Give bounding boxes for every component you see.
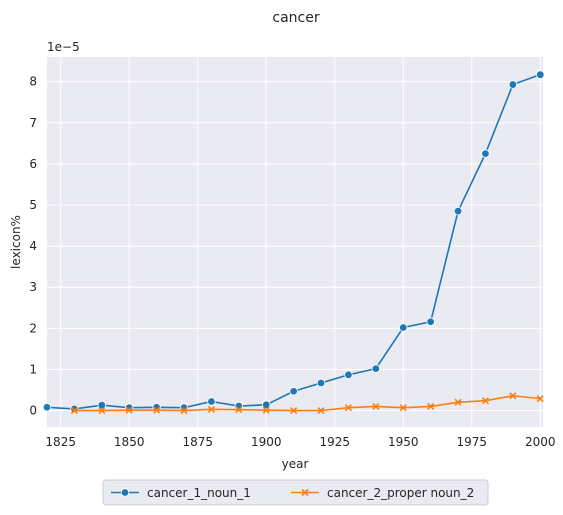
data-point [536,70,545,79]
y-axis-label: lexicon% [9,215,23,269]
y-tick-label: 7 [29,116,37,130]
y-tick-label: 0 [29,404,37,418]
data-point [207,397,216,406]
y-tick-label: 2 [29,321,37,335]
data-point [153,406,161,414]
data-point [508,80,518,89]
data-point [180,406,188,415]
data-point [344,370,353,379]
x-tick-label: 1925 [319,435,350,449]
legend-marker-series-2 [301,488,309,497]
plot-area [47,57,543,427]
data-point [97,401,107,410]
y-offset-label: 1e−5 [47,40,80,54]
data-point [125,406,133,414]
x-axis-label: year [282,457,309,471]
x-tick-label: 1975 [456,435,487,449]
legend: cancer_1_noun_1 cancer_2_proper noun_2 [102,479,489,506]
data-point [290,406,298,415]
data-point [317,406,325,415]
data-point [399,323,408,332]
data-point [344,404,353,412]
legend-label-series-2: cancer_2_proper noun_2 [327,486,474,500]
series-2 [70,392,544,415]
x-tick-label: 1875 [182,435,213,449]
series-layer [42,70,545,415]
y-tick-label: 8 [29,75,37,89]
data-point [427,402,435,411]
data-point [70,406,78,415]
x-tick-label: 1825 [45,435,76,449]
data-point [481,397,490,405]
data-point [426,317,435,326]
data-point [289,387,298,396]
y-tick-label: 4 [29,239,37,253]
x-tick-label: 1900 [251,435,282,449]
y-tick-label: 6 [29,157,37,171]
data-point [207,405,215,413]
series-line-2 [74,394,541,412]
x-tick-label: 1950 [388,435,419,449]
data-point [509,392,517,400]
series-1 [42,70,545,414]
legend-marker-series-1 [120,488,130,497]
data-point [454,398,462,406]
data-point [262,400,271,409]
data-point [536,395,544,403]
data-point [42,403,52,412]
legend-label-series-1: cancer_1_noun_1 [147,486,251,500]
data-point [481,149,490,158]
chart-title: cancer [272,10,319,26]
data-point [316,378,326,388]
x-tick-label: 1850 [114,435,145,449]
data-point [98,406,106,415]
data-point [235,406,243,414]
y-tick-label: 5 [29,198,37,212]
y-tick-label: 1 [29,362,37,376]
data-point [399,404,407,412]
x-tick-label: 2000 [525,435,556,449]
data-point [371,364,381,373]
data-point [372,402,380,411]
y-tick-label: 3 [29,280,37,294]
y-axis-ticks: 0 1 2 3 4 5 6 7 8 [29,75,37,418]
data-point [453,206,463,216]
data-point [262,406,270,414]
x-axis-ticks: 1825 1850 1875 1900 1925 1950 1975 2000 [45,435,555,449]
